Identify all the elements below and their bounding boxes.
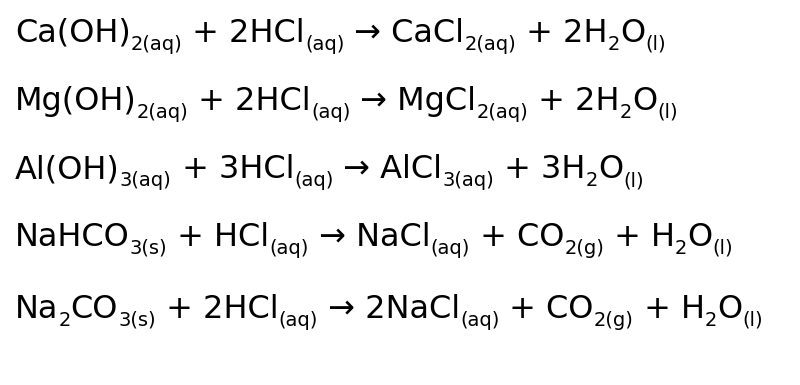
Text: O: O [717, 294, 742, 325]
Text: + H: + H [634, 294, 705, 325]
Text: + 2HCl: + 2HCl [156, 294, 278, 325]
Text: + 2HCl: + 2HCl [189, 86, 311, 117]
Text: → NaCl: → NaCl [309, 222, 430, 253]
Text: 2(aq): 2(aq) [130, 35, 182, 54]
Text: 2: 2 [586, 171, 598, 190]
Text: + 2H: + 2H [528, 86, 620, 117]
Text: (aq): (aq) [278, 311, 318, 330]
Text: 2: 2 [675, 239, 687, 258]
Text: 3(s): 3(s) [130, 239, 167, 258]
Text: O: O [687, 222, 713, 253]
Text: (aq): (aq) [270, 239, 309, 258]
Text: + CO: + CO [499, 294, 594, 325]
Text: + 3H: + 3H [494, 154, 586, 185]
Text: (l): (l) [646, 35, 666, 54]
Text: (aq): (aq) [311, 103, 350, 122]
Text: + CO: + CO [470, 222, 564, 253]
Text: O: O [620, 18, 646, 49]
Text: 2(aq): 2(aq) [137, 103, 189, 122]
Text: (l): (l) [658, 103, 678, 122]
Text: (aq): (aq) [305, 35, 345, 54]
Text: (aq): (aq) [460, 311, 499, 330]
Text: 2: 2 [608, 35, 620, 54]
Text: → 2NaCl: → 2NaCl [318, 294, 460, 325]
Text: CO: CO [70, 294, 118, 325]
Text: Al(OH): Al(OH) [15, 154, 120, 185]
Text: (aq): (aq) [294, 171, 334, 190]
Text: 2(aq): 2(aq) [477, 103, 528, 122]
Text: 2: 2 [705, 311, 717, 330]
Text: 2: 2 [620, 103, 632, 122]
Text: 2: 2 [58, 311, 70, 330]
Text: + 2H: + 2H [516, 18, 608, 49]
Text: + HCl: + HCl [167, 222, 270, 253]
Text: 2(g): 2(g) [564, 239, 604, 258]
Text: NaHCO: NaHCO [15, 222, 130, 253]
Text: Na: Na [15, 294, 58, 325]
Text: 3(aq): 3(aq) [442, 171, 494, 190]
Text: (aq): (aq) [430, 239, 470, 258]
Text: (l): (l) [623, 171, 644, 190]
Text: → AlCl: → AlCl [334, 154, 442, 185]
Text: + 2HCl: + 2HCl [182, 18, 305, 49]
Text: Mg(OH): Mg(OH) [15, 86, 137, 117]
Text: 2(aq): 2(aq) [465, 35, 516, 54]
Text: 3(s): 3(s) [118, 311, 156, 330]
Text: → CaCl: → CaCl [345, 18, 465, 49]
Text: (l): (l) [742, 311, 762, 330]
Text: O: O [598, 154, 623, 185]
Text: 3(aq): 3(aq) [120, 171, 171, 190]
Text: (l): (l) [713, 239, 734, 258]
Text: O: O [632, 86, 658, 117]
Text: 2(g): 2(g) [594, 311, 634, 330]
Text: + H: + H [604, 222, 675, 253]
Text: Ca(OH): Ca(OH) [15, 18, 130, 49]
Text: → MgCl: → MgCl [350, 86, 477, 117]
Text: + 3HCl: + 3HCl [171, 154, 294, 185]
